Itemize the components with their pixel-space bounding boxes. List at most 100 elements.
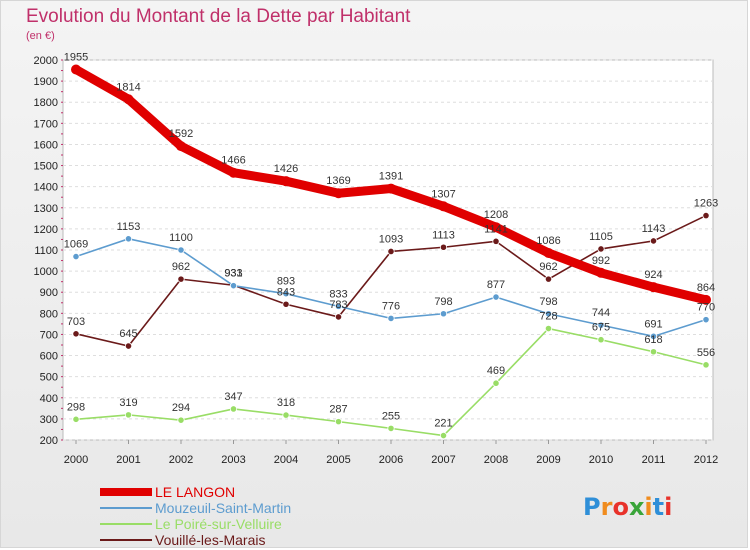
data-label: 1153 <box>117 221 141 233</box>
data-point <box>228 167 239 178</box>
data-label: 1466 <box>221 155 245 167</box>
data-label: 893 <box>277 276 295 288</box>
data-point <box>72 330 80 338</box>
data-point <box>229 405 238 413</box>
data-label: 255 <box>382 410 400 422</box>
x-tick-label: 2003 <box>221 454 245 466</box>
data-labels: 703 645 962 933 843 783 1093 1113 1141 962 1105 114… <box>64 52 718 430</box>
data-label: 931 <box>224 268 242 280</box>
data-point <box>333 188 344 199</box>
data-label: 675 <box>592 322 610 334</box>
data-label: 833 <box>329 288 347 300</box>
data-label: 798 <box>434 296 452 308</box>
legend-label: Mouzeuil-Saint-Martin <box>155 500 291 516</box>
data-label: 298 <box>67 401 85 413</box>
data-label: 1069 <box>64 239 88 251</box>
data-point <box>491 222 501 233</box>
data-point <box>702 316 710 324</box>
data-point <box>282 290 290 298</box>
data-point <box>438 201 449 212</box>
y-tick-label: 1400 <box>34 182 58 194</box>
data-point <box>282 411 290 419</box>
y-tick-label: 300 <box>40 414 58 426</box>
logo-letter: i <box>644 493 652 521</box>
data-point <box>387 424 395 432</box>
logo-letter: r <box>601 493 613 521</box>
x-axis: 2000 2001 2002 2003 2004 2005 2006 2007 2008 2009… <box>64 440 718 466</box>
data-label: 1208 <box>484 209 508 221</box>
logo-letter: P <box>583 493 601 521</box>
legend-label: Le Poiré-sur-Velluire <box>155 516 282 532</box>
data-point <box>702 361 710 369</box>
data-point <box>649 237 658 245</box>
data-point <box>702 211 710 220</box>
data-point <box>177 246 185 254</box>
y-tick-label: 1000 <box>34 266 58 278</box>
data-point <box>124 342 133 350</box>
data-point <box>492 237 500 245</box>
data-label: 287 <box>329 404 347 416</box>
data-point <box>72 415 80 423</box>
data-label: 1093 <box>379 233 403 245</box>
x-tick-label: 2007 <box>431 454 455 466</box>
data-point <box>387 247 395 256</box>
data-label: 469 <box>487 365 505 377</box>
data-point <box>176 141 186 152</box>
data-point <box>492 293 500 301</box>
y-tick-label: 200 <box>40 435 58 447</box>
data-label: 933 <box>224 267 242 279</box>
y-tick-label: 400 <box>40 393 58 405</box>
x-tick-label: 2010 <box>589 454 613 466</box>
data-point <box>701 294 711 305</box>
data-label: 1814 <box>116 81 140 93</box>
data-label: 783 <box>329 299 347 311</box>
data-label: 877 <box>487 279 505 291</box>
data-label: 221 <box>434 418 452 430</box>
data-label: 1113 <box>432 229 455 241</box>
y-tick-label: 1600 <box>34 139 58 151</box>
logo-letter: t <box>653 493 664 521</box>
data-label: 770 <box>697 302 715 314</box>
data-label: 703 <box>67 316 85 328</box>
data-point <box>334 302 343 310</box>
data-label: 319 <box>119 397 137 409</box>
data-point <box>124 411 133 419</box>
y-tick-label: 800 <box>40 308 58 320</box>
data-label: 1955 <box>64 52 88 64</box>
data-label: 728 <box>539 311 557 323</box>
data-point <box>544 275 553 283</box>
y-tick-label: 600 <box>40 351 58 363</box>
y-tick-label: 2000 <box>34 55 58 67</box>
data-label: 1391 <box>379 171 403 183</box>
y-tick-label: 1700 <box>34 118 58 130</box>
data-point <box>124 235 133 243</box>
data-label: 556 <box>697 347 715 359</box>
data-point <box>71 64 81 75</box>
data-point <box>281 176 291 187</box>
data-label: 992 <box>592 255 610 267</box>
data-point <box>597 336 605 344</box>
y-tick-label: 1800 <box>34 97 58 109</box>
data-point <box>597 321 605 329</box>
data-label: 318 <box>277 397 295 409</box>
data-label: 1086 <box>536 235 560 247</box>
data-label: 962 <box>539 261 557 273</box>
data-point <box>439 310 448 318</box>
chart-title: Evolution du Montant de la Dette par Hab… <box>26 6 411 27</box>
data-label: 1100 <box>169 232 193 244</box>
data-label: 1426 <box>274 163 298 175</box>
chart-subtitle: (en €) <box>26 30 55 42</box>
data-point <box>123 94 134 105</box>
data-point <box>386 183 396 194</box>
data-label: 1263 <box>694 198 718 210</box>
data-point <box>492 379 500 387</box>
data-point <box>177 416 185 424</box>
data-label: 645 <box>119 328 137 340</box>
y-tick-label: 1500 <box>34 161 58 173</box>
data-label: 347 <box>224 391 242 403</box>
data-point <box>597 245 605 253</box>
logo-letter: o <box>612 493 629 521</box>
data-label: 1307 <box>431 188 455 200</box>
